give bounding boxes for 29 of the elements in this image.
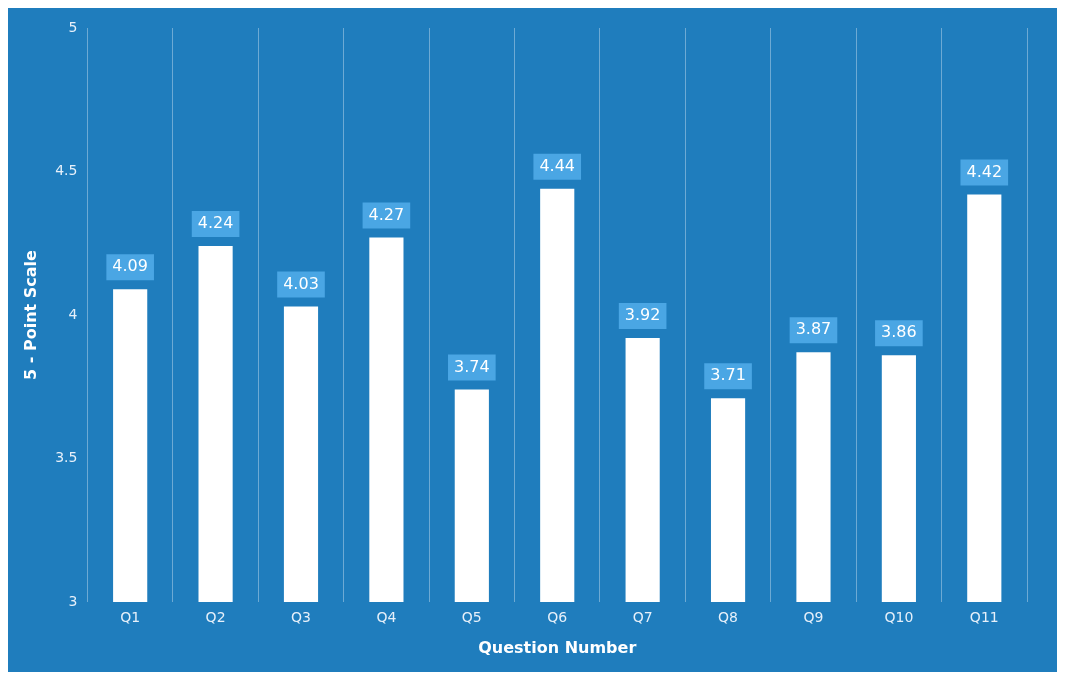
x-axis-title: Question Number (478, 637, 637, 657)
x-tick-label: Q6 (547, 609, 568, 626)
data-label: 4.03 (283, 273, 319, 293)
x-tick-label: Q7 (632, 609, 653, 626)
data-label: 4.42 (966, 161, 1003, 181)
data-label: 4.27 (368, 204, 405, 224)
data-label: 4.44 (539, 155, 576, 175)
x-tick-label: Q9 (803, 609, 824, 626)
data-label: 3.92 (624, 305, 661, 325)
x-tick-label: Q8 (718, 609, 739, 626)
data-label: 3.86 (881, 322, 917, 342)
data-label: 3.74 (454, 356, 490, 376)
data-label: 3.87 (795, 319, 832, 339)
y-axis-title: 5 - Point Scale (20, 249, 40, 380)
y-tick-label: 4.5 (55, 162, 78, 179)
x-tick-label: Q4 (376, 609, 397, 626)
x-tick-label: Q10 (884, 609, 914, 626)
y-tick-label: 4 (68, 305, 78, 322)
y-tick-label: 3 (68, 592, 78, 609)
x-tick-label: Q1 (120, 609, 141, 626)
data-label: 4.09 (112, 256, 148, 276)
x-tick-label: Q11 (969, 609, 999, 626)
y-tick-label: 3.5 (55, 449, 78, 466)
x-tick-label: Q5 (461, 609, 482, 626)
x-tick-label: Q3 (291, 609, 311, 626)
data-label: 3.71 (710, 365, 746, 385)
y-tick-label: 5 (68, 18, 78, 35)
data-label: 4.24 (197, 213, 234, 233)
x-tick-label: Q2 (205, 609, 226, 626)
